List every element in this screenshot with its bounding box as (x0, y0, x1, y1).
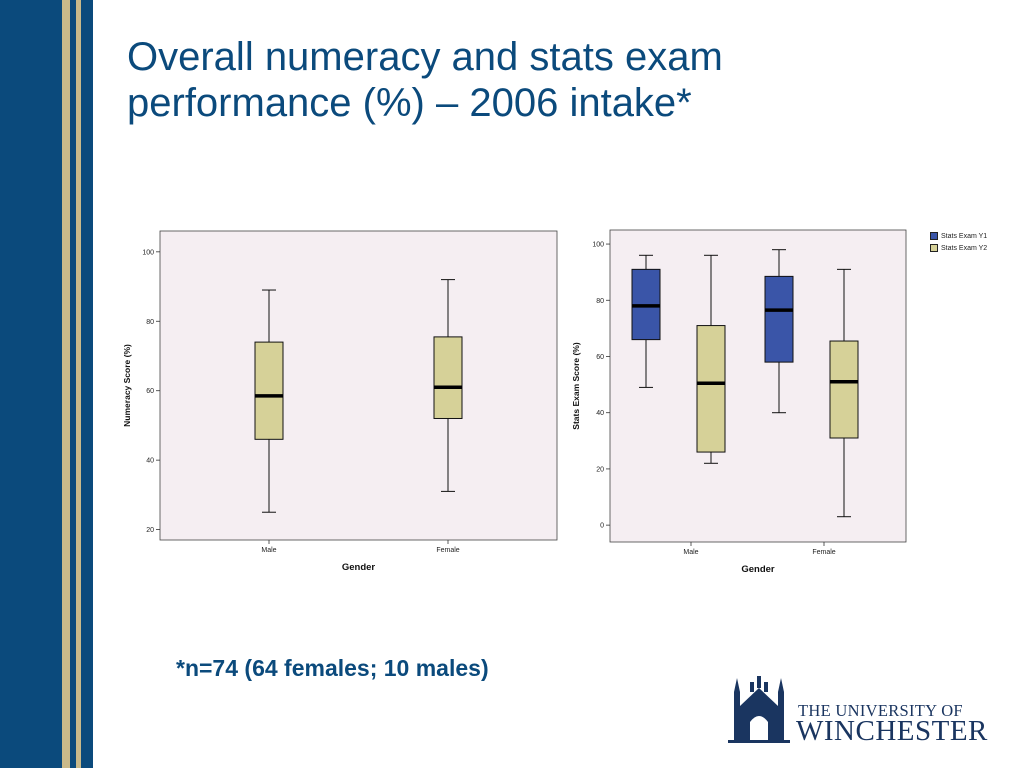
iqr-box (696, 325, 726, 453)
x-axis-label: Gender (342, 562, 376, 573)
legend-swatch-y2 (930, 244, 938, 252)
plot-area (159, 230, 558, 541)
logo-text-line1: THE UNIVERSITY OF (798, 701, 963, 720)
y-axis-label: Stats Exam Score (%) (571, 342, 581, 430)
y-axis-label: Numeracy Score (%) (122, 344, 132, 427)
legend-stats-y2: Stats Exam Y2 (930, 244, 987, 252)
iqr-box (764, 275, 794, 363)
logo-text-line2: WINCHESTER (796, 715, 988, 747)
iqr-box (829, 340, 859, 439)
y-tick-label: 40 (146, 458, 154, 465)
y-tick-label: 80 (146, 319, 154, 326)
slide-title: Overall numeracy and stats exam performa… (127, 35, 723, 125)
sample-size-footnote: *n=74 (64 females; 10 males) (176, 655, 489, 681)
legend-stats-y1: Stats Exam Y1 (930, 232, 987, 240)
x-axis-label: Gender (741, 564, 775, 575)
university-crest-icon (728, 676, 790, 743)
sidebar-stripe-blue-1 (0, 0, 62, 768)
sidebar-stripe-gold-2 (76, 0, 81, 768)
y-tick-label: 40 (596, 410, 604, 417)
y-tick-label: 60 (146, 388, 154, 395)
x-tick-label: Female (436, 547, 459, 554)
x-tick-label: Male (261, 547, 276, 554)
sidebar-stripe-blue-3 (81, 0, 93, 768)
legend-label-y2: Stats Exam Y2 (941, 244, 988, 252)
iqr-box (254, 341, 284, 440)
numeracy-boxplot: 20 40 60 80 100 Male Female Gender Numeracy Scor… (122, 230, 558, 573)
y-tick-label: 100 (592, 242, 604, 249)
sidebar-stripe-gold-1 (62, 0, 70, 768)
y-tick-label: 60 (596, 354, 604, 361)
y-tick-label: 0 (600, 523, 604, 530)
x-tick-label: Female (812, 549, 835, 556)
legend-label-y1: Stats Exam Y1 (941, 232, 988, 240)
iqr-box (433, 336, 463, 419)
y-tick-label: 100 (142, 249, 154, 256)
y-tick-label: 20 (146, 527, 154, 534)
sidebar-stripe-blue-2 (70, 0, 76, 768)
x-tick-label: Male (683, 549, 698, 556)
legend-swatch-y1 (930, 232, 938, 240)
y-tick-label: 80 (596, 298, 604, 305)
stats-exam-boxplot: 0 20 40 60 80 100 Male Female Gender Stats Exam S… (571, 229, 907, 575)
y-tick-label: 20 (596, 466, 604, 473)
